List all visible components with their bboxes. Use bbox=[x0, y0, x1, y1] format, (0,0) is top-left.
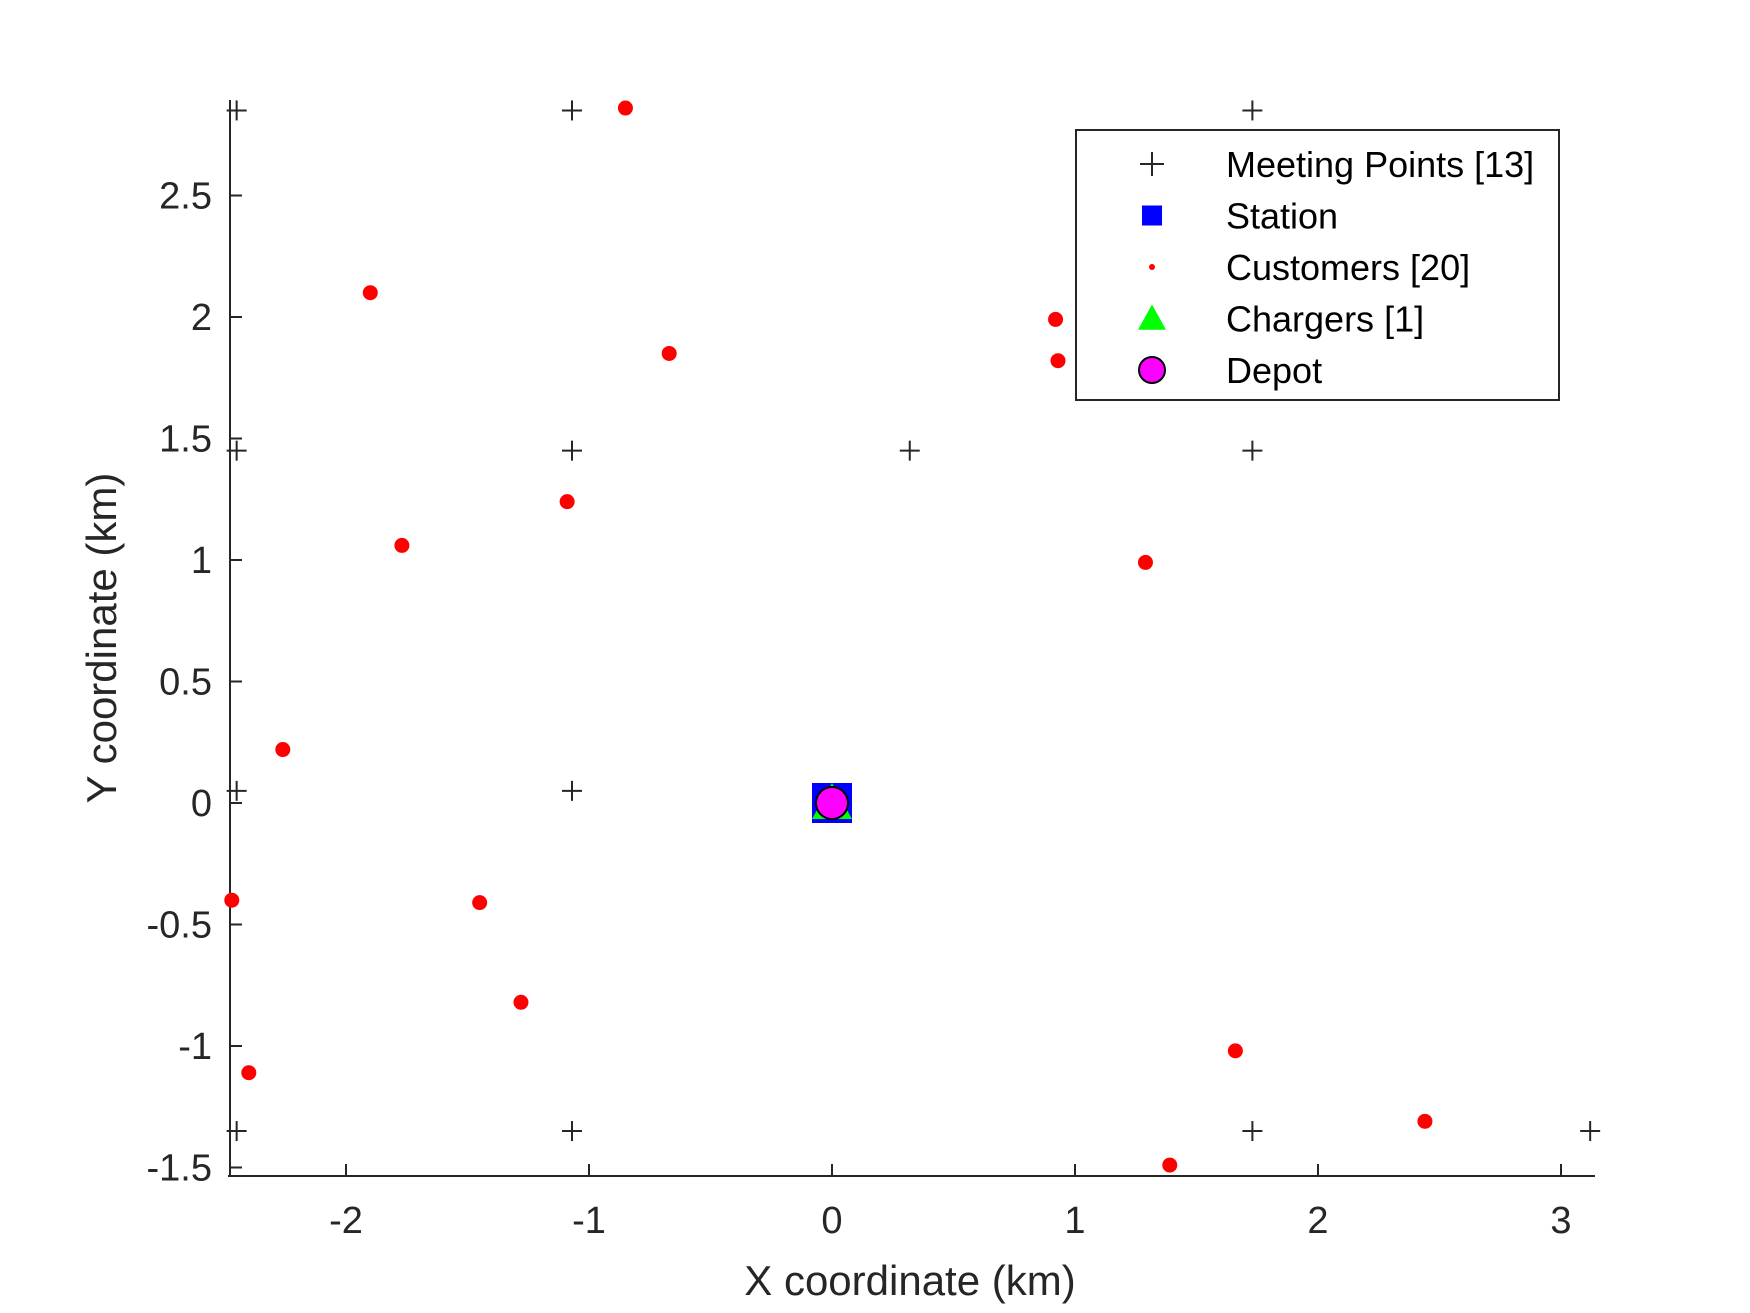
customer-point bbox=[1227, 1043, 1243, 1059]
legend-label: Depot bbox=[1226, 350, 1322, 391]
legend-marker-plus bbox=[1140, 152, 1164, 176]
y-axis-title: Y coordinate (km) bbox=[78, 473, 125, 804]
meeting-point-marker bbox=[1242, 100, 1263, 121]
axes bbox=[228, 100, 1595, 1177]
meeting-point-marker bbox=[561, 1121, 582, 1142]
x-tick-label: -2 bbox=[329, 1200, 363, 1242]
legend-box bbox=[1075, 129, 1560, 401]
data-points bbox=[224, 100, 1601, 1173]
customer-point bbox=[617, 100, 633, 116]
customer-point bbox=[1162, 1157, 1178, 1173]
x-tick-label: 3 bbox=[1550, 1200, 1571, 1242]
y-tick-label: -0.5 bbox=[147, 905, 212, 947]
meeting-point-marker bbox=[226, 1121, 247, 1142]
meeting-point-marker bbox=[226, 780, 247, 801]
x-tick-label: 0 bbox=[821, 1200, 842, 1242]
y-tick-label: 0.5 bbox=[159, 662, 212, 704]
y-ticks: -1.5 -1 -0.5 0 0.5 1 1.5 2 2.5 bbox=[147, 176, 242, 1190]
x-tick-label: -1 bbox=[572, 1200, 606, 1242]
meeting-point-marker bbox=[561, 780, 582, 801]
customer-point bbox=[1050, 353, 1066, 369]
legend-marker-dot bbox=[1149, 264, 1155, 270]
customer-point bbox=[513, 994, 529, 1010]
customer-point bbox=[1048, 311, 1064, 327]
x-tick-label: 1 bbox=[1064, 1200, 1085, 1242]
legend: Meeting Points [13] Station Customers [20]… bbox=[1075, 129, 1560, 401]
y-tick-label: 2 bbox=[191, 297, 212, 339]
customer-point bbox=[394, 537, 410, 553]
x-tick-label: 2 bbox=[1307, 1200, 1328, 1242]
meeting-point-marker bbox=[226, 440, 247, 461]
x-ticks: -2 -1 0 1 2 3 bbox=[329, 1164, 1572, 1242]
y-tick-label: 1.5 bbox=[159, 419, 212, 461]
customer-point bbox=[661, 345, 677, 361]
meeting-point-marker bbox=[226, 100, 247, 121]
y-tick-label: 1 bbox=[191, 540, 212, 582]
meeting-point-marker bbox=[561, 440, 582, 461]
customer-point bbox=[1137, 554, 1153, 570]
legend-label: Chargers [1] bbox=[1226, 299, 1424, 340]
customer-point bbox=[559, 494, 575, 510]
depot-marker bbox=[815, 786, 849, 820]
meeting-point-marker bbox=[1242, 440, 1263, 461]
y-tick-label: 0 bbox=[191, 783, 212, 825]
customer-point bbox=[362, 285, 378, 301]
legend-marker-square bbox=[1142, 205, 1162, 226]
legend-marker-circle bbox=[1138, 356, 1166, 384]
customer-point bbox=[1417, 1113, 1433, 1129]
legend-label: Meeting Points [13] bbox=[1226, 144, 1534, 185]
customer-point bbox=[241, 1065, 257, 1081]
y-tick-label: 2.5 bbox=[159, 176, 212, 218]
legend-marker-triangle bbox=[1138, 304, 1166, 330]
meeting-point-marker bbox=[899, 440, 920, 461]
y-tick-label: -1 bbox=[178, 1026, 212, 1068]
legend-label: Station bbox=[1226, 196, 1338, 237]
y-tick-label: -1.5 bbox=[147, 1148, 212, 1190]
legend-label: Customers [20] bbox=[1226, 247, 1470, 288]
customer-point bbox=[224, 892, 240, 908]
meeting-point-marker bbox=[1242, 1121, 1263, 1142]
meeting-point-marker bbox=[1580, 1121, 1601, 1142]
meeting-point-marker bbox=[561, 100, 582, 121]
customer-point bbox=[275, 742, 291, 758]
customer-point bbox=[472, 895, 488, 911]
x-axis-title: X coordinate (km) bbox=[744, 1257, 1075, 1304]
